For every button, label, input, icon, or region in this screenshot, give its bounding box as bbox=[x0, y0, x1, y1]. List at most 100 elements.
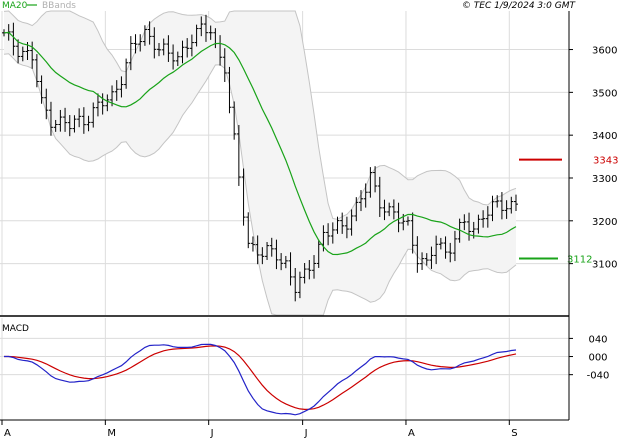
ohlc-bar bbox=[189, 34, 194, 57]
ohlc-bar bbox=[279, 253, 284, 271]
ohlc-bar bbox=[138, 34, 143, 52]
bollinger-lower-line bbox=[3, 53, 517, 316]
resistance-label: 3343 bbox=[593, 156, 618, 167]
price-tick-label: 3100 bbox=[592, 260, 617, 271]
ohlc-bar bbox=[382, 199, 387, 221]
ohlc-bar bbox=[250, 236, 255, 252]
ohlc-bar bbox=[185, 38, 190, 58]
ohlc-bar bbox=[293, 268, 298, 302]
ohlc-bar bbox=[236, 124, 241, 186]
ma20-line bbox=[3, 31, 517, 256]
month-label: M bbox=[107, 428, 116, 439]
ohlc-bar bbox=[260, 247, 265, 265]
ohlc-bar bbox=[34, 54, 39, 88]
ohlc-bar bbox=[147, 21, 152, 45]
price-tick-label: 3200 bbox=[592, 217, 617, 228]
ohlc-bar bbox=[387, 202, 392, 217]
ohlc-bar bbox=[86, 115, 91, 132]
ohlc-bar bbox=[438, 237, 443, 250]
ohlc-bar bbox=[481, 210, 486, 228]
ohlc-bar bbox=[462, 214, 467, 231]
ohlc-bar bbox=[490, 195, 495, 222]
ohlc-bar bbox=[100, 93, 105, 115]
ohlc-bar bbox=[133, 34, 138, 54]
ohlc-bar bbox=[326, 223, 331, 246]
macd-panel: MACD 040 000 -040 bbox=[0, 318, 609, 420]
price-tick-label: 3300 bbox=[592, 174, 617, 185]
ohlc-bar bbox=[363, 183, 368, 208]
ohlc-bar bbox=[448, 242, 453, 263]
ohlc-bar bbox=[16, 39, 21, 64]
ohlc-bar bbox=[504, 200, 509, 219]
copyright-text: © TEC 1/9/2024 3:0 GMT bbox=[462, 1, 577, 11]
support-label: 3112 bbox=[567, 254, 592, 265]
ohlc-bar bbox=[330, 222, 335, 244]
macd-signal-line bbox=[4, 345, 517, 411]
macd-tick-label: 040 bbox=[588, 334, 607, 345]
bbands-legend-label: BBands bbox=[42, 1, 76, 11]
month-label: A bbox=[4, 428, 11, 439]
ohlc-bar bbox=[349, 209, 354, 236]
ohlc-bar bbox=[63, 107, 68, 132]
ohlc-bar bbox=[72, 115, 77, 133]
ohlc-bar bbox=[157, 43, 162, 57]
macd-tick-label: 000 bbox=[588, 353, 607, 364]
ohlc-bar bbox=[509, 196, 514, 214]
macd-axis: 040 000 -040 bbox=[569, 334, 610, 382]
ohlc-bar bbox=[128, 36, 133, 71]
bollinger-upper-line bbox=[3, 10, 517, 220]
ohlc-bar bbox=[316, 239, 321, 268]
ohlc-bar bbox=[424, 253, 429, 266]
ohlc-bar bbox=[452, 230, 457, 262]
ohlc-bar bbox=[495, 195, 500, 208]
ohlc-bar bbox=[208, 25, 213, 40]
ohlc-bar bbox=[485, 206, 490, 228]
ohlc-bar bbox=[48, 101, 53, 136]
ohlc-bar bbox=[255, 235, 260, 265]
macd-month-gridlines bbox=[1, 318, 510, 420]
ohlc-bar bbox=[335, 216, 340, 234]
ohlc-bar bbox=[166, 35, 171, 62]
macd-line bbox=[4, 343, 517, 416]
ohlc-bar bbox=[514, 194, 518, 212]
ohlc-bar bbox=[269, 237, 274, 257]
ohlc-bar bbox=[95, 93, 100, 117]
ohlc-bar bbox=[467, 212, 472, 241]
macd-title: MACD bbox=[2, 324, 29, 334]
ohlc-bar bbox=[420, 252, 425, 270]
ohlc-bar bbox=[377, 176, 382, 217]
ohlc-bar bbox=[199, 16, 204, 37]
ohlc-bar bbox=[180, 40, 185, 64]
ohlc-bar bbox=[67, 115, 72, 137]
macd-tick-label: -040 bbox=[587, 371, 610, 382]
ohlc-bar bbox=[396, 202, 401, 233]
ohlc-bar bbox=[91, 102, 96, 128]
ohlc-bar bbox=[232, 101, 237, 140]
ohlc-bar bbox=[354, 197, 359, 222]
ohlc-bar bbox=[171, 44, 176, 70]
ohlc-bar bbox=[358, 190, 363, 212]
ohlc-bar bbox=[415, 236, 420, 273]
ohlc-bar bbox=[175, 51, 180, 67]
price-axis: 3100 3200 3300 3400 3500 3600 bbox=[569, 46, 617, 271]
ohlc-bar bbox=[222, 48, 227, 82]
ohlc-bar bbox=[443, 236, 448, 259]
ohlc-bar bbox=[246, 212, 251, 249]
ohlc-bar bbox=[274, 239, 279, 270]
ohlc-bar bbox=[265, 242, 270, 260]
month-label: A bbox=[408, 428, 415, 439]
ohlc-bar bbox=[391, 199, 396, 220]
ohlc-bar bbox=[288, 252, 293, 286]
price-tick-label: 3600 bbox=[592, 46, 617, 57]
ohlc-bar bbox=[344, 216, 349, 239]
ohlc-bar bbox=[241, 168, 246, 226]
ohlc-bar bbox=[283, 255, 288, 269]
ohlc-bar bbox=[53, 119, 58, 132]
ohlc-bar bbox=[58, 109, 63, 132]
ohlc-bar bbox=[405, 216, 410, 226]
ohlc-bar bbox=[119, 76, 124, 98]
ohlc-bar bbox=[11, 22, 16, 56]
price-tick-label: 3400 bbox=[592, 131, 617, 142]
